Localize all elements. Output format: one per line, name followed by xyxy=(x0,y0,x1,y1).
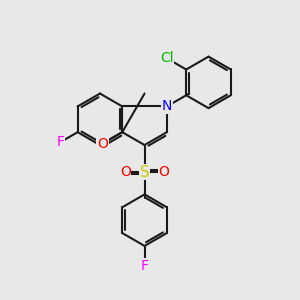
Text: N: N xyxy=(162,99,172,113)
Text: S: S xyxy=(140,165,149,180)
Text: F: F xyxy=(141,259,148,273)
Text: O: O xyxy=(97,136,108,151)
Text: Cl: Cl xyxy=(160,51,173,65)
Text: O: O xyxy=(158,165,169,179)
Text: O: O xyxy=(120,165,131,179)
Text: F: F xyxy=(56,135,64,149)
